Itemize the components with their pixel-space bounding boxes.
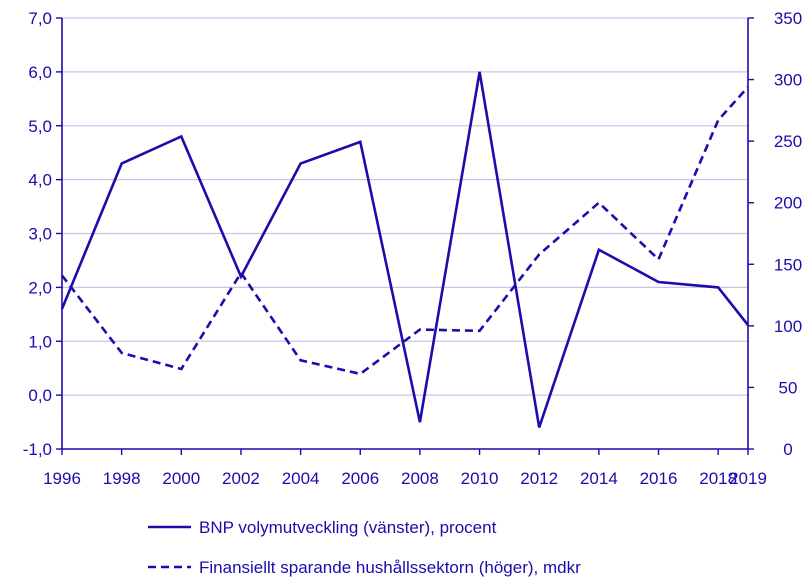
y-right-tick-label: 350 <box>774 9 802 28</box>
x-tick-label: 2000 <box>162 469 200 488</box>
x-tick-label: 2016 <box>640 469 678 488</box>
y-left-tick-label: 0,0 <box>28 386 52 405</box>
x-tick-label: 2002 <box>222 469 260 488</box>
y-right-tick-label: 50 <box>779 378 798 397</box>
y-right-tick-label: 200 <box>774 194 802 213</box>
x-tick-label: 1996 <box>43 469 81 488</box>
y-right-tick-label: 0 <box>783 440 792 459</box>
y-left-tick-label: 6,0 <box>28 63 52 82</box>
x-tick-label: 2014 <box>580 469 618 488</box>
y-left-tick-label: 3,0 <box>28 225 52 244</box>
x-tick-label: 2006 <box>341 469 379 488</box>
x-tick-label: 2018 <box>699 469 737 488</box>
y-right-tick-label: 150 <box>774 255 802 274</box>
legend-label-household-saving: Finansiellt sparande hushållssektorn (hö… <box>199 558 581 577</box>
y-right-tick-label: 300 <box>774 71 802 90</box>
x-tick-label: 2012 <box>520 469 558 488</box>
series-line-gdp <box>60 71 750 428</box>
x-tick-label: 2010 <box>461 469 499 488</box>
x-tick-label: 2004 <box>282 469 320 488</box>
y-left-tick-label: -1,0 <box>23 440 52 459</box>
y-left-tick-label: 4,0 <box>28 171 52 190</box>
y-right-tick-label: 100 <box>774 317 802 336</box>
y-left-tick-label: 7,0 <box>28 9 52 28</box>
x-tick-label: 2008 <box>401 469 439 488</box>
y-right-tick-label: 250 <box>774 132 802 151</box>
y-left-tick-label: 1,0 <box>28 332 52 351</box>
y-left-tick-label: 5,0 <box>28 117 52 136</box>
x-tick-label: 2019 <box>729 469 767 488</box>
y-left-tick-label: 2,0 <box>28 278 52 297</box>
x-tick-label: 1998 <box>103 469 141 488</box>
legend-label-gdp: BNP volymutveckling (vänster), procent <box>199 518 497 537</box>
series-line-household-saving <box>60 86 749 376</box>
